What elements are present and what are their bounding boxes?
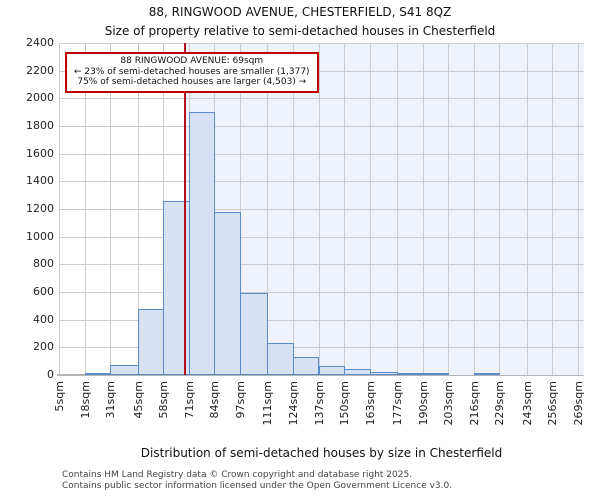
gridline-y xyxy=(59,98,584,100)
gridline-y xyxy=(59,153,584,155)
x-tick-label: 84sqm xyxy=(208,381,222,419)
x-tick-label: 243sqm xyxy=(520,381,534,426)
gridline-y xyxy=(59,319,584,321)
x-axis-label: Distribution of semi-detached houses by … xyxy=(140,446,503,460)
y-tick-label: 1200 xyxy=(26,202,54,215)
annotation-box: 88 RINGWOOD AVENUE: 69sqm ← 23% of semi-… xyxy=(65,52,319,93)
x-tick-label: 71sqm xyxy=(182,381,196,419)
gridline-x xyxy=(239,43,241,375)
plot-area: 88 RINGWOOD AVENUE: 69sqm ← 23% of semi-… xyxy=(57,43,584,376)
x-tick-label: 256sqm xyxy=(546,381,560,426)
chart-title: 88, RINGWOOD AVENUE, CHESTERFIELD, S41 8… xyxy=(148,5,452,19)
x-tick-label: 58sqm xyxy=(157,381,171,419)
gridline-x xyxy=(397,43,399,375)
x-tick-label: 111sqm xyxy=(261,381,275,426)
gridline-x xyxy=(473,43,475,375)
histogram-bar xyxy=(137,308,165,375)
histogram-bar xyxy=(422,373,450,375)
gridline-x xyxy=(292,43,294,375)
y-tick-label: 200 xyxy=(33,340,54,354)
y-tick-label: 2400 xyxy=(26,36,54,49)
x-tick-label: 163sqm xyxy=(363,381,377,426)
histogram-bar xyxy=(188,112,216,375)
gridline-y xyxy=(59,70,584,72)
x-tick-label: 31sqm xyxy=(104,381,118,419)
gridline-x xyxy=(578,43,579,375)
histogram-bar xyxy=(214,211,241,375)
x-tick-label: 150sqm xyxy=(338,381,352,426)
x-tick-label: 124sqm xyxy=(286,381,300,426)
y-tick-label: 400 xyxy=(33,312,54,326)
gridline-y xyxy=(59,236,584,238)
annotation-line-2: ← 23% of semi-detached houses are smalle… xyxy=(74,66,310,77)
histogram-bar xyxy=(369,372,399,375)
histogram-bar xyxy=(267,342,294,375)
y-tick-label: 1400 xyxy=(26,174,54,188)
gridline-y xyxy=(59,126,584,127)
histogram-bar xyxy=(318,366,346,375)
x-tick-label: 269sqm xyxy=(572,381,585,426)
gridline-y xyxy=(59,43,584,44)
gridline-y xyxy=(59,181,584,183)
x-tick-label: 97sqm xyxy=(233,381,247,419)
gridline-x xyxy=(84,43,86,375)
x-tick-label: 5sqm xyxy=(53,381,66,412)
x-tick-label: 177sqm xyxy=(391,381,405,426)
histogram-bar xyxy=(110,364,139,375)
gridline-y xyxy=(59,209,584,210)
gridline-y xyxy=(59,292,584,293)
x-tick-label: 229sqm xyxy=(493,381,507,426)
gridline-x xyxy=(499,43,501,375)
y-tick-label: 800 xyxy=(33,257,54,271)
gridline-x xyxy=(267,43,269,375)
gridline-x xyxy=(369,43,371,375)
gridline-x xyxy=(318,43,320,375)
y-tick-label: 1600 xyxy=(26,146,54,160)
y-tick-label: 0 xyxy=(47,368,54,381)
histogram-bar xyxy=(84,373,112,375)
gridline-y xyxy=(59,264,584,266)
axis-spine-bottom xyxy=(57,374,584,376)
gridline-x xyxy=(344,43,346,375)
gridline-x xyxy=(422,43,424,375)
chart-subtitle: Size of property relative to semi-detach… xyxy=(104,24,496,38)
x-tick-label: 137sqm xyxy=(312,381,326,426)
gridline-x xyxy=(552,43,554,375)
gridline-y xyxy=(59,347,584,349)
footer-attribution-line-1: Contains HM Land Registry data © Crown c… xyxy=(62,470,413,480)
histogram-bar xyxy=(344,368,371,375)
footer-attribution-line-2: Contains public sector information licen… xyxy=(62,481,453,491)
x-tick-label: 216sqm xyxy=(467,381,481,426)
histogram-bar xyxy=(473,373,501,375)
gridline-x xyxy=(448,43,450,375)
annotation-line-3: 75% of semi-detached houses are larger (… xyxy=(77,77,307,87)
marker-line xyxy=(183,43,186,375)
y-tick-label: 2000 xyxy=(26,91,54,105)
x-tick-label: 203sqm xyxy=(442,381,456,426)
histogram-bar xyxy=(292,357,320,375)
gridline-x xyxy=(137,43,139,375)
y-tick-label: 600 xyxy=(33,285,54,298)
histogram-bar xyxy=(397,373,424,375)
histogram-bar xyxy=(239,293,269,375)
gridline-x xyxy=(59,43,60,375)
gridline-x xyxy=(110,43,112,375)
y-tick-label: 2200 xyxy=(26,63,54,77)
x-tick-label: 190sqm xyxy=(416,381,430,426)
y-tick-label: 1000 xyxy=(26,229,54,243)
y-tick-label: 1800 xyxy=(26,119,54,132)
gridline-x xyxy=(526,43,528,375)
annotation-line-1: 88 RINGWOOD AVENUE: 69sqm xyxy=(120,56,264,66)
x-tick-label: 18sqm xyxy=(78,381,92,419)
x-tick-label: 45sqm xyxy=(131,381,145,419)
